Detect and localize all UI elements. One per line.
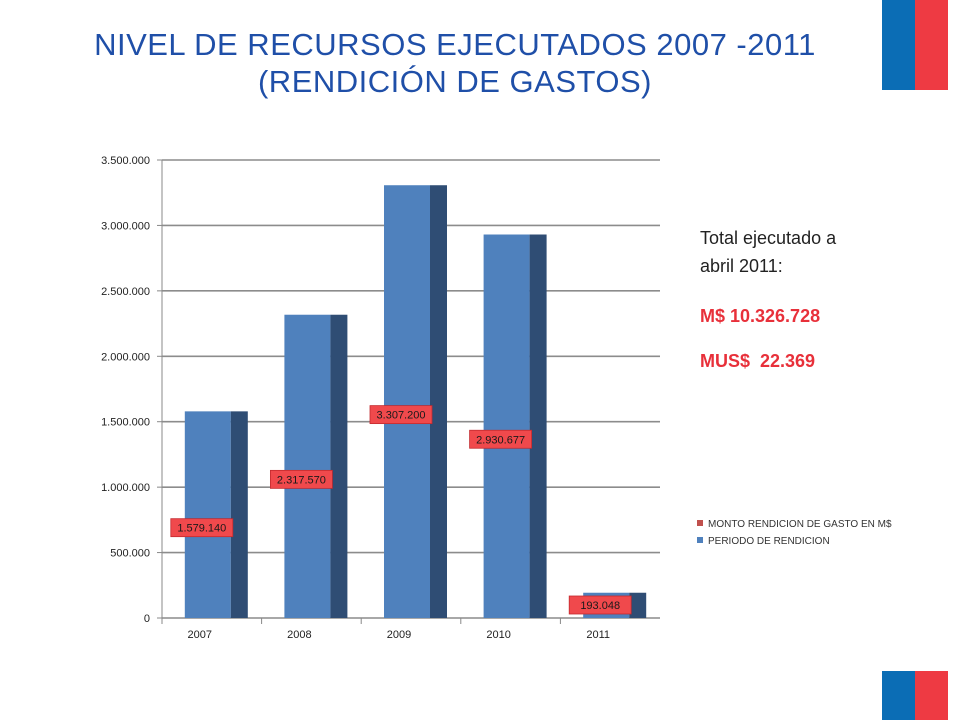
x-tick-label: 2007 — [188, 629, 212, 641]
bar-side — [330, 314, 348, 618]
bar-side — [529, 234, 547, 618]
legend-item-monto: MONTO RENDICION DE GASTO EN M$ — [697, 516, 892, 533]
summary-note: Total ejecutado a abril 2011: M$ 10.326.… — [700, 224, 920, 375]
y-tick-label: 500.000 — [110, 548, 150, 560]
page-title: NIVEL DE RECURSOS EJECUTADOS 2007 -2011 … — [30, 26, 880, 100]
data-label: 2.317.570 — [277, 474, 326, 486]
x-tick-label: 2011 — [586, 629, 610, 641]
data-label: 3.307.200 — [377, 410, 426, 422]
flag-decoration-bottom — [882, 671, 948, 720]
x-tick-label: 2009 — [387, 629, 411, 641]
y-tick-label: 1.500.000 — [101, 417, 150, 429]
x-tick-label: 2010 — [486, 629, 510, 641]
legend-label-periodo: PERIODO DE RENDICION — [708, 536, 830, 547]
data-label-box — [469, 429, 533, 449]
legend-swatch-periodo — [697, 537, 703, 544]
y-tick-label: 3.000.000 — [101, 220, 150, 232]
bar — [384, 185, 430, 619]
summary-line-2: abril 2011: — [700, 256, 783, 276]
y-tick-label: 3.500.000 — [101, 155, 150, 167]
bar — [483, 234, 530, 618]
legend-label-monto: MONTO RENDICION DE GASTO EN M$ — [708, 519, 892, 530]
y-tick-label: 1.000.000 — [101, 482, 150, 494]
data-label-box — [269, 469, 333, 489]
legend-item-periodo: PERIODO DE RENDICION — [697, 533, 892, 550]
bar-side — [430, 185, 447, 619]
bar — [184, 411, 231, 618]
x-tick-label: 2008 — [287, 629, 311, 641]
bar-side — [230, 411, 248, 618]
data-label-box — [369, 405, 433, 425]
bar-side — [629, 592, 647, 618]
data-label: 193.048 — [580, 600, 620, 612]
title-line-2: (RENDICIÓN DE GASTOS) — [257, 64, 653, 99]
chart-legend: MONTO RENDICION DE GASTO EN M$ PERIODO D… — [697, 516, 892, 550]
flag-decoration-top — [882, 0, 948, 90]
bar — [284, 314, 331, 618]
y-tick-label: 0 — [144, 613, 150, 625]
data-label-box — [170, 518, 234, 538]
y-tick-label: 2.500.000 — [101, 286, 150, 298]
legend-swatch-monto — [697, 520, 703, 527]
data-label: 1.579.140 — [177, 523, 226, 535]
summary-line-1: Total ejecutado a — [700, 228, 837, 248]
total-mclp: M$ 10.326.728 — [700, 306, 821, 326]
y-tick-label: 2.000.000 — [101, 351, 150, 363]
title-line-1: NIVEL DE RECURSOS EJECUTADOS 2007 -2011 — [94, 27, 816, 62]
data-label-box — [568, 595, 632, 615]
data-label: 2.930.677 — [476, 434, 525, 446]
total-musd: MUS$ 22.369 — [700, 351, 816, 371]
